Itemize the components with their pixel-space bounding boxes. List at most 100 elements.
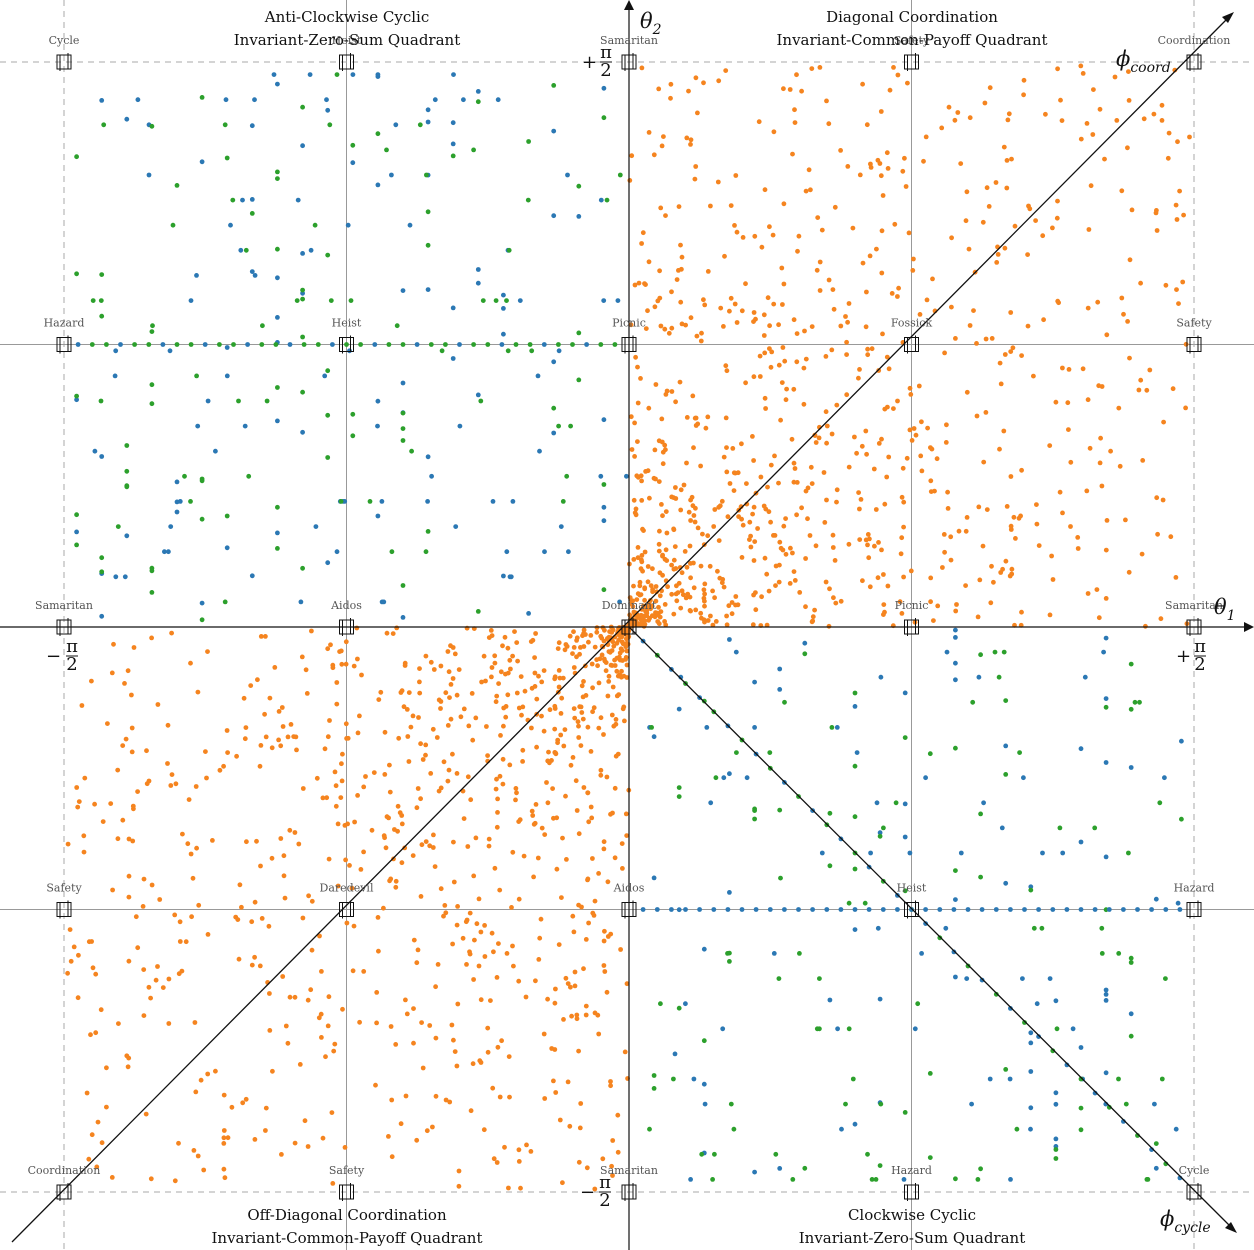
- blue-point: [389, 172, 394, 178]
- orange-point: [345, 821, 350, 827]
- blue-point: [271, 72, 277, 77]
- orange-point: [886, 366, 892, 372]
- game-marker: [1186, 335, 1202, 354]
- orange-point: [711, 524, 717, 529]
- orange-point: [95, 1119, 101, 1125]
- orange-point: [776, 579, 782, 585]
- green-point: [1137, 699, 1142, 705]
- orange-point: [635, 555, 641, 561]
- orange-point: [565, 981, 571, 986]
- orange-point: [748, 533, 753, 539]
- green-point: [315, 342, 321, 347]
- blue-point: [504, 549, 510, 555]
- orange-point: [669, 325, 675, 331]
- orange-point: [642, 597, 647, 603]
- orange-point: [519, 712, 524, 718]
- green-point: [325, 252, 331, 258]
- green-point: [275, 385, 280, 390]
- blue-point: [1028, 1030, 1034, 1036]
- orange-point: [1050, 577, 1056, 582]
- quadrant-title-top-left-line2: Invariant-Zero-Sum Quadrant: [234, 31, 460, 49]
- green-point: [174, 342, 180, 347]
- orange-point: [414, 960, 420, 966]
- orange-point: [146, 778, 152, 784]
- orange-point: [765, 295, 771, 301]
- blue-point: [1021, 775, 1026, 781]
- orange-point: [606, 679, 612, 684]
- orange-point: [974, 413, 980, 419]
- orange-point: [193, 784, 199, 789]
- orange-point: [710, 622, 716, 628]
- green-point: [98, 398, 104, 404]
- orange-point: [577, 1125, 583, 1131]
- orange-point: [596, 725, 602, 731]
- orange-point: [907, 427, 913, 433]
- orange-point: [1025, 252, 1030, 257]
- orange-point: [721, 324, 726, 329]
- green-point: [782, 699, 787, 705]
- blue-point: [275, 530, 280, 536]
- orange-point: [783, 397, 789, 403]
- orange-point: [684, 460, 689, 466]
- orange-point: [464, 962, 469, 967]
- blue-point: [324, 97, 329, 103]
- orange-point: [533, 631, 538, 636]
- orange-point: [881, 612, 886, 617]
- orange-point: [1075, 546, 1081, 551]
- orange-point: [539, 713, 544, 719]
- orange-point: [1168, 534, 1174, 540]
- blue-point: [275, 315, 280, 320]
- cycle-diagonal-label: ϕcycle: [1160, 1207, 1211, 1236]
- game-marker: [339, 1183, 354, 1201]
- orange-point: [318, 1011, 324, 1017]
- orange-point: [531, 874, 536, 880]
- blue-point: [669, 907, 674, 912]
- green-point: [505, 348, 511, 354]
- orange-point: [638, 473, 644, 479]
- orange-point: [469, 691, 475, 696]
- orange-point: [634, 597, 640, 602]
- orange-point: [141, 876, 147, 882]
- green-point: [1153, 1141, 1159, 1146]
- orange-point: [557, 675, 563, 681]
- green-point: [301, 342, 307, 347]
- orange-point: [598, 772, 604, 778]
- orange-point: [860, 81, 865, 87]
- blue-point: [767, 907, 773, 912]
- orange-point: [494, 776, 499, 782]
- orange-point: [308, 987, 314, 993]
- orange-point: [456, 1168, 462, 1174]
- orange-point: [124, 1053, 130, 1059]
- orange-point: [923, 134, 929, 140]
- orange-point: [405, 734, 411, 739]
- green-point: [862, 900, 868, 906]
- blue-point: [1036, 1034, 1041, 1039]
- orange-point: [304, 691, 310, 696]
- green-point: [827, 863, 833, 869]
- blue-point: [1152, 1101, 1157, 1107]
- orange-point: [620, 706, 626, 712]
- orange-point: [731, 488, 737, 493]
- green-point: [312, 222, 318, 228]
- orange-point: [443, 690, 449, 696]
- game-label: Aidos: [330, 599, 362, 612]
- orange-point: [492, 660, 498, 666]
- orange-point: [663, 447, 668, 453]
- svg-text:2: 2: [66, 654, 77, 675]
- blue-point: [912, 1026, 918, 1032]
- orange-point: [781, 523, 787, 529]
- blue-point: [199, 159, 205, 165]
- orange-point: [789, 436, 795, 442]
- green-point: [953, 868, 958, 873]
- orange-point: [610, 1173, 615, 1178]
- green-point: [124, 468, 130, 474]
- orange-point: [513, 786, 519, 791]
- orange-point: [826, 277, 832, 283]
- blue-point: [951, 907, 957, 912]
- orange-point: [596, 680, 602, 686]
- blue-point: [981, 800, 986, 806]
- orange-point: [655, 298, 661, 304]
- blue-point: [727, 637, 732, 642]
- orange-point: [411, 1040, 416, 1046]
- orange-point: [762, 395, 768, 401]
